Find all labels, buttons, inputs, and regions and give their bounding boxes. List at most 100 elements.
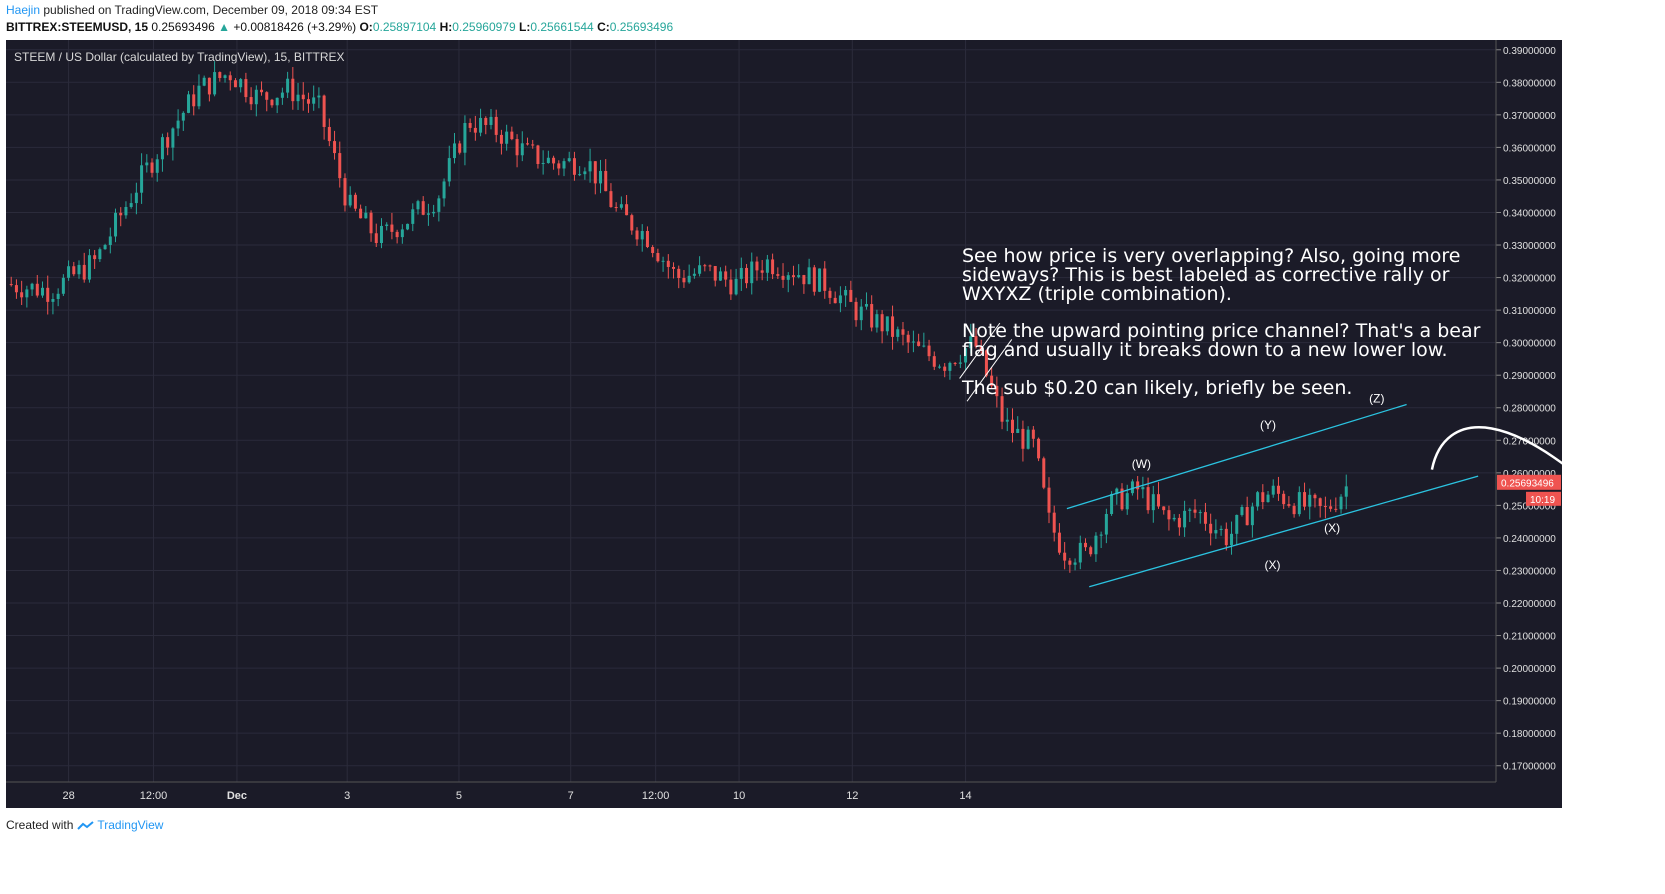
x-tick-label: 7 (568, 790, 574, 802)
candle-body (406, 223, 410, 230)
candle-body (416, 201, 420, 210)
candle-body (322, 95, 326, 127)
wave-label: (W) (1132, 457, 1151, 471)
candle-body (385, 224, 389, 226)
candle-body (93, 255, 97, 260)
candle-body (625, 204, 629, 216)
candle-body (953, 362, 957, 364)
candle-body (645, 230, 649, 248)
candle-body (859, 306, 863, 321)
candle-body (849, 289, 853, 302)
y-tick-label: 0.21000000 (1503, 632, 1556, 643)
candle-body (379, 225, 383, 244)
countdown-tag (1526, 491, 1561, 506)
y-tick-label: 0.34000000 (1503, 208, 1556, 219)
candle-body (192, 94, 196, 107)
candle-body (30, 283, 34, 290)
candle-body (327, 126, 331, 142)
annotation-paragraph-2: Note the upward pointing price channel? … (962, 320, 1481, 361)
candle-body (1271, 485, 1275, 495)
candle-body (369, 212, 373, 234)
candle-body (1026, 429, 1030, 449)
candle-body (1344, 486, 1348, 497)
candle-body (1292, 505, 1296, 515)
candle-body (411, 209, 415, 224)
candle-body (306, 99, 310, 104)
candle-body (1282, 493, 1286, 505)
y-tick-label: 0.36000000 (1503, 143, 1556, 154)
candle-body (61, 277, 65, 294)
candle-body (343, 178, 347, 206)
candle-body (917, 341, 921, 346)
candle-body (765, 259, 769, 273)
candle-body (1057, 532, 1061, 553)
candle-body (1037, 438, 1041, 459)
candle-body (181, 112, 185, 121)
candle-body (473, 127, 477, 133)
candle-body (1308, 494, 1312, 507)
candle-body (432, 211, 436, 214)
chart-panel[interactable]: 0.39000000 0.38000000 0.37000000 0.36000000… (6, 40, 1562, 808)
x-tick-label: 10 (733, 790, 745, 802)
candle-body (1209, 523, 1213, 534)
x-tick-label: 12:00 (642, 790, 670, 802)
candle-body (698, 265, 702, 274)
candle-body (823, 268, 827, 291)
candle-body (114, 212, 118, 237)
candle-body (984, 350, 988, 376)
y-tick-label: 0.17000000 (1503, 762, 1556, 773)
x-tick-label: 12 (846, 790, 858, 802)
candle-body (98, 249, 102, 260)
candle-body (77, 264, 81, 275)
candle-body (786, 275, 790, 280)
y-tick-label: 0.23000000 (1503, 566, 1556, 577)
candle-body (447, 158, 451, 182)
candle-body (1167, 510, 1171, 520)
candle-body (1235, 514, 1239, 534)
candle-body (25, 289, 29, 298)
candle-body (828, 290, 832, 298)
candle-body (567, 158, 571, 162)
candle-body (129, 203, 133, 207)
candle-body (67, 266, 71, 278)
countdown-label: 10:19 (1530, 495, 1555, 506)
candle-body (1130, 481, 1134, 494)
symbol-label: BITTREX:STEEMUSD, 15 (6, 20, 149, 34)
candle-body (14, 285, 18, 293)
candle-body (1224, 528, 1228, 546)
candle-body (333, 141, 337, 154)
x-tick-label: 14 (959, 790, 971, 802)
candle-body (166, 137, 170, 148)
candle-body (87, 255, 91, 280)
candle-body (1021, 428, 1025, 449)
price-chart[interactable]: 0.39000000 0.38000000 0.37000000 0.36000000… (6, 40, 1562, 808)
wave-label: (Y) (1260, 418, 1276, 432)
candle-body (1136, 481, 1140, 490)
y-tick-label: 0.24000000 (1503, 534, 1556, 545)
annotation-paragraph-1: See how price is very overlapping? Also,… (962, 245, 1461, 305)
candle-body (1266, 494, 1270, 503)
candle-body (249, 97, 253, 105)
tradingview-link[interactable]: TradingView (97, 818, 164, 832)
candle-body (160, 137, 164, 160)
candle-body (880, 314, 884, 332)
candle-body (463, 123, 467, 153)
candle-body (1104, 513, 1108, 535)
candle-body (1261, 492, 1265, 503)
candle-body (599, 170, 603, 184)
candle-body (1193, 509, 1197, 513)
low-value: 0.25661544 (530, 20, 594, 34)
candle-body (171, 128, 175, 148)
y-tick-label: 0.37000000 (1503, 111, 1556, 122)
x-tick-label: 28 (62, 790, 74, 802)
author-link[interactable]: Haejin (6, 3, 41, 17)
candle-body (1157, 494, 1161, 507)
candle-body (468, 123, 472, 128)
candle-body (771, 259, 775, 275)
candle-body (619, 204, 623, 208)
candle-body (1052, 512, 1056, 533)
candle-body (286, 78, 290, 93)
y-tick-label: 0.26000000 (1503, 469, 1556, 480)
candle-body (969, 336, 973, 349)
y-tick-label: 0.39000000 (1503, 46, 1556, 57)
